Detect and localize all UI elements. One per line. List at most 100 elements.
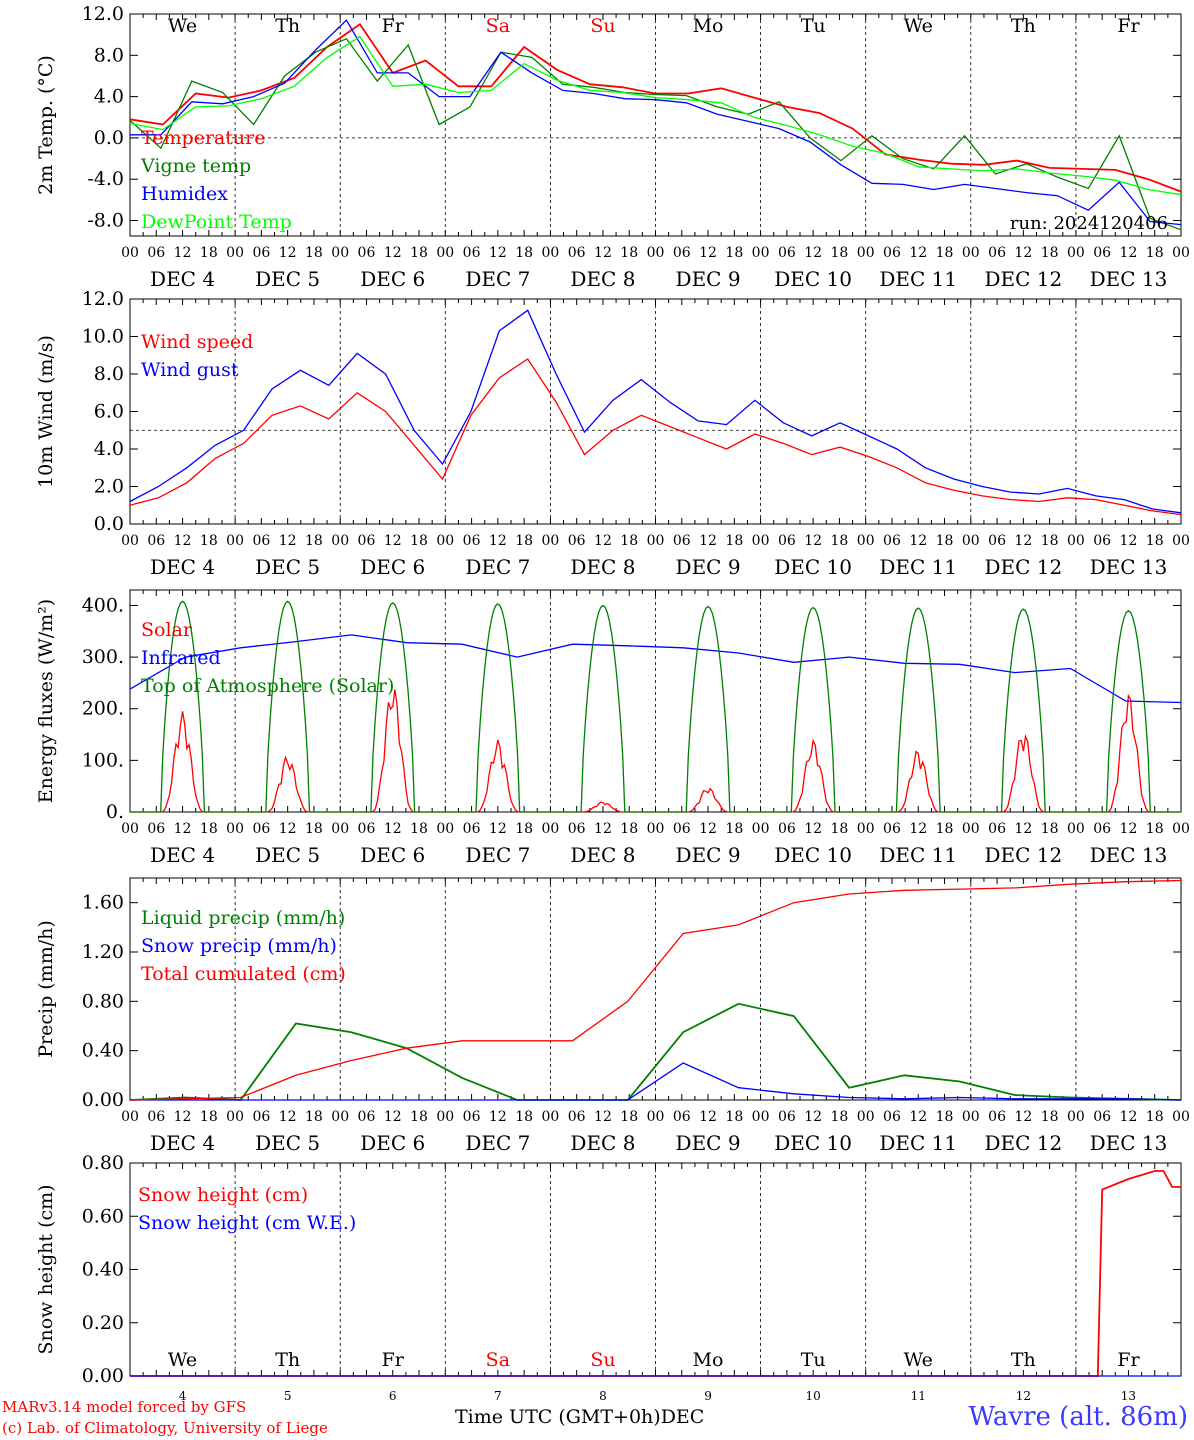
x-hour-label: 18 <box>305 245 323 261</box>
x-hour-label: 12 <box>1014 821 1032 837</box>
x-hour-label: 18 <box>1041 821 1059 837</box>
weekday-label: Th <box>275 1349 300 1371</box>
weekday-label: Su <box>590 15 615 37</box>
x-hour-label: 06 <box>883 245 901 261</box>
x-hour-label: 06 <box>358 821 376 837</box>
x-hour-label: 18 <box>410 1109 428 1125</box>
x-date-label: DEC 13 <box>1090 555 1168 579</box>
weekday-label: Sa <box>486 1349 510 1371</box>
weekday-label: Mo <box>693 15 724 37</box>
day-number-label: 9 <box>704 1389 712 1403</box>
x-hour-label: 18 <box>305 533 323 549</box>
y-tick-label: 1.60 <box>82 892 124 914</box>
x-hour-label: 00 <box>331 821 349 837</box>
x-hour-label: 12 <box>489 821 507 837</box>
x-date-label: DEC 5 <box>255 1131 320 1155</box>
x-hour-label: 06 <box>147 821 165 837</box>
x-hour-label: 00 <box>1172 1109 1190 1125</box>
x-date-label: DEC 9 <box>676 267 741 291</box>
x-hour-label: 06 <box>358 245 376 261</box>
x-hour-label: 06 <box>883 821 901 837</box>
x-hour-label: 12 <box>699 245 717 261</box>
x-date-label: DEC 6 <box>360 267 425 291</box>
x-hour-label: 12 <box>594 821 612 837</box>
x-hour-label: 06 <box>1093 245 1111 261</box>
y-tick-label: 0.40 <box>82 1259 124 1281</box>
x-hour-label: 18 <box>410 821 428 837</box>
weekday-label: We <box>168 15 197 37</box>
x-hour-label: 12 <box>909 1109 927 1125</box>
y-tick-label: 0.80 <box>82 1152 124 1174</box>
x-date-label: DEC 6 <box>360 843 425 867</box>
chart-panel-4: 1.60 1.20 0.80 0.40 0.00 Precip (mm/h) 00 06 12 1… <box>35 877 1190 1155</box>
x-date-label: DEC 8 <box>570 267 635 291</box>
day-number-label: 8 <box>599 1389 607 1403</box>
x-hour-label: 00 <box>436 533 454 549</box>
x-hour-label: 18 <box>725 1109 743 1125</box>
x-date-label: DEC 10 <box>774 843 852 867</box>
x-hour-label: 12 <box>699 1109 717 1125</box>
x-hour-label: 18 <box>620 533 638 549</box>
x-hour-label: 12 <box>1014 533 1032 549</box>
x-hour-label: 18 <box>936 1109 954 1125</box>
legend-entry: Snow precip (mm/h) <box>141 935 337 957</box>
x-hour-label: 06 <box>147 533 165 549</box>
x-hour-label: 00 <box>752 245 770 261</box>
x-hour-label: 06 <box>1093 821 1111 837</box>
y-tick-label: 200. <box>82 698 124 720</box>
x-hour-label: 00 <box>962 245 980 261</box>
x-date-label: DEC 12 <box>984 555 1062 579</box>
x-hour-label: 00 <box>1172 533 1190 549</box>
x-hour-label: 06 <box>778 533 796 549</box>
x-hour-label: 00 <box>541 1109 559 1125</box>
x-hour-label: 18 <box>831 821 849 837</box>
y-tick-label: 400. <box>82 594 124 616</box>
x-hour-label: 00 <box>436 1109 454 1125</box>
y-tick-label: -4.0 <box>87 168 124 190</box>
x-hour-label: 18 <box>1041 1109 1059 1125</box>
series-line-solar <box>130 689 1181 813</box>
x-hour-label: 06 <box>463 533 481 549</box>
x-hour-label: 00 <box>857 533 875 549</box>
run-annotation: run: 2024120406 <box>1010 213 1168 234</box>
y-tick-label: 0. <box>106 801 124 823</box>
x-date-label: DEC 4 <box>150 555 215 579</box>
x-hour-label: 12 <box>279 245 297 261</box>
x-hour-label: 12 <box>384 1109 402 1125</box>
x-hour-label: 12 <box>909 245 927 261</box>
x-date-label: DEC 4 <box>150 267 215 291</box>
x-date-label: DEC 11 <box>879 555 957 579</box>
x-date-label: DEC 5 <box>255 555 320 579</box>
x-hour-label: 12 <box>804 821 822 837</box>
x-hour-label: 18 <box>1146 1109 1164 1125</box>
series-line-total-cumulated-cm- <box>129 879 1182 1101</box>
x-hour-label: 06 <box>1093 533 1111 549</box>
x-hour-label: 18 <box>620 821 638 837</box>
series-line-vigne-temp <box>129 37 1182 231</box>
legend-entry: Top of Atmosphere (Solar) <box>141 675 394 697</box>
x-hour-label: 00 <box>647 245 665 261</box>
x-hour-label: 18 <box>725 245 743 261</box>
x-hour-label: 12 <box>804 1109 822 1125</box>
x-hour-label: 06 <box>568 245 586 261</box>
chart-panel-2: 12.0 10.0 8.0 6.0 4.0 2.0 0.0 10m Wind (m/s) 00 0… <box>35 288 1190 579</box>
day-number-label: 5 <box>284 1389 292 1403</box>
x-hour-label: 00 <box>436 821 454 837</box>
weekday-label: Th <box>275 15 300 37</box>
x-date-label: DEC 9 <box>676 843 741 867</box>
legend-entry: Humidex <box>141 183 228 205</box>
x-hour-label: 06 <box>463 821 481 837</box>
chart-panel-3: 400. 300. 200. 100. 0. Energy fluxes (W/m²) 00… <box>35 589 1190 867</box>
legend-entry: Solar <box>141 619 193 641</box>
weekday-label: Fr <box>1117 1349 1140 1371</box>
x-hour-label: 12 <box>384 821 402 837</box>
x-hour-label: 12 <box>699 533 717 549</box>
x-hour-label: 06 <box>358 1109 376 1125</box>
x-hour-label: 12 <box>174 533 192 549</box>
series-line-wind-gust <box>129 309 1182 514</box>
x-hour-label: 18 <box>831 245 849 261</box>
x-hour-label: 12 <box>174 821 192 837</box>
y-tick-label: 1.20 <box>82 941 124 963</box>
x-date-label: DEC 10 <box>774 1131 852 1155</box>
x-hour-label: 06 <box>252 533 270 549</box>
